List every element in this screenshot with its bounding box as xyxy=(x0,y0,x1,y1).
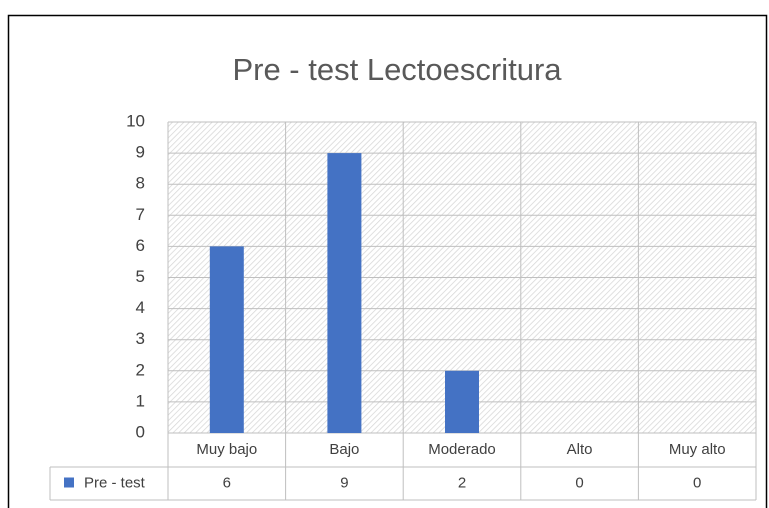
table-value: 0 xyxy=(693,474,701,491)
x-tick-label: Bajo xyxy=(329,441,359,458)
bar xyxy=(445,370,479,433)
table-value: 9 xyxy=(340,474,348,491)
x-tick-label: Alto xyxy=(567,441,593,458)
bar xyxy=(209,246,244,433)
chart-title: Pre - test Lectoescritura xyxy=(232,52,562,87)
y-tick-label: 1 xyxy=(136,391,145,410)
y-tick-label: 4 xyxy=(136,298,145,317)
y-tick-label: 3 xyxy=(136,329,145,348)
y-tick-label: 7 xyxy=(136,205,145,224)
y-tick-label: 8 xyxy=(136,174,145,193)
table-value: 6 xyxy=(223,474,231,491)
table-value: 2 xyxy=(458,474,466,491)
x-tick-label: Moderado xyxy=(428,441,496,458)
y-tick-label: 0 xyxy=(136,422,145,441)
x-tick-label: Muy bajo xyxy=(196,441,257,458)
y-tick-label: 6 xyxy=(136,236,145,255)
bar xyxy=(327,153,362,433)
y-tick-label: 2 xyxy=(136,360,145,379)
x-tick-label: Muy alto xyxy=(669,441,726,458)
legend-swatch xyxy=(64,477,74,488)
y-tick-label: 9 xyxy=(136,143,145,162)
y-tick-label: 10 xyxy=(126,111,145,130)
table-value: 0 xyxy=(575,474,583,491)
y-tick-label: 5 xyxy=(136,267,145,286)
legend-label: Pre - test xyxy=(84,474,146,491)
